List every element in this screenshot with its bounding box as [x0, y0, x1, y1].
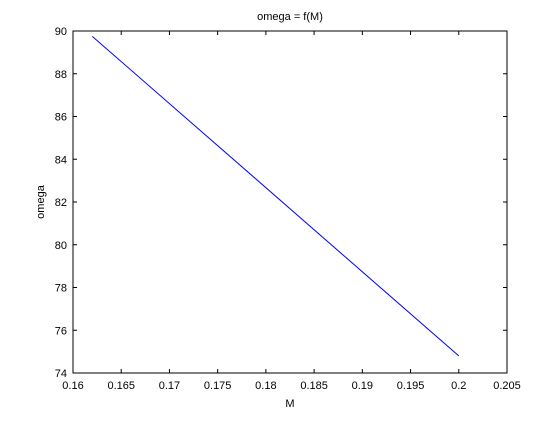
x-tick-label: 0.185 — [300, 380, 328, 392]
x-tick-label: 0.2 — [451, 380, 466, 392]
y-tick-label: 86 — [55, 112, 67, 124]
x-tick-label: 0.205 — [493, 380, 521, 392]
y-tick-label: 90 — [55, 26, 67, 38]
x-tick-label: 0.175 — [204, 380, 232, 392]
y-tick-label: 74 — [55, 368, 67, 380]
y-tick-label: 80 — [55, 240, 67, 252]
y-tick-label: 84 — [55, 154, 67, 166]
y-axis: 74 76 78 80 82 84 86 88 90 — [55, 26, 507, 380]
x-tick-label: 0.19 — [352, 380, 373, 392]
y-tick-label: 78 — [55, 283, 67, 295]
plot-area — [72, 30, 508, 374]
x-tick-label: 0.18 — [255, 380, 276, 392]
x-tick-label: 0.16 — [62, 380, 83, 392]
chart-title: omega = f(M) — [257, 11, 323, 23]
x-tick-label: 0.195 — [397, 380, 425, 392]
y-axis-title: omega — [35, 184, 47, 219]
series-layer — [91, 35, 460, 357]
y-tick-label: 88 — [55, 69, 67, 81]
x-axis-title: M — [285, 398, 294, 410]
x-tick-label: 0.165 — [107, 380, 135, 392]
x-axis: 0.16 0.165 0.17 0.175 0.18 0.185 0.19 0.195 0.2 0… — [62, 31, 521, 392]
y-tick-label: 82 — [55, 197, 67, 209]
x-tick-label: 0.17 — [159, 380, 180, 392]
y-tick-label: 76 — [55, 325, 67, 337]
series-line-omega — [91, 35, 460, 357]
